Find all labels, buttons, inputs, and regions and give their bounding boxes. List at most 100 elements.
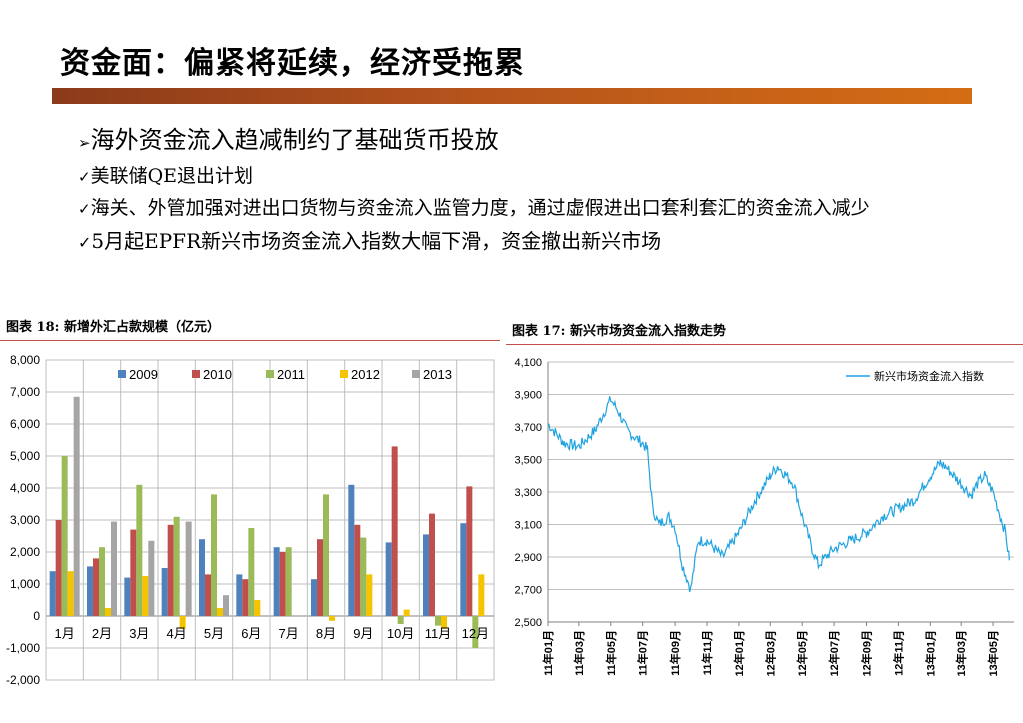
bullet-text: 海关、外管加强对进出口货物与资金流入监管力度，通过虚假进出口套利套汇的资金流入减… [90,197,870,219]
bar [317,539,323,616]
arrow-bullet-icon: ➢ [78,134,91,152]
bar [136,484,143,616]
bar [397,616,404,624]
bar [73,396,80,616]
series-line [547,396,1010,593]
y-tick-label: 8,000 [10,353,40,367]
bar [49,571,56,616]
bar [199,539,205,616]
legend-label: 2011 [277,367,305,382]
bar [217,608,223,616]
y-tick-label: -2,000 [6,673,40,687]
bar [435,616,441,626]
legend-swatch [340,370,348,378]
x-tick-label: 13年05月 [986,630,1000,676]
x-category-label: 6月 [241,626,261,641]
legend-label: 2009 [129,367,158,382]
legend-label: 新兴市场资金流入指数 [874,369,984,383]
bullet-item-1: ➢海外资金流入趋减制约了基础货币投放 [78,122,978,161]
em-fund-flow-line-chart: 2,500 2,700 2,900 3,100 3,300 3,500 3,700 3,900… [514,357,1014,676]
x-tick-label: 12年07月 [827,630,841,676]
x-tick-label: 11年11月 [700,630,714,675]
right-chart-caption: 图表 17: 新兴市场资金流入指数走势 [512,324,726,339]
x-category-label: 1月 [55,626,75,641]
bar [55,520,62,616]
legend-swatch [412,370,420,378]
bar [360,537,367,616]
bar [472,616,479,648]
bar [254,600,261,616]
y-tick-label: 3,500 [514,455,542,467]
check-bullet-icon: ✓ [78,200,91,218]
x-tick-label: 11年01月 [541,630,555,676]
x-tick-label: 12年09月 [860,630,874,676]
y-tick-label: 3,700 [514,422,542,434]
x-tick-label: 12年01月 [732,630,746,676]
bullet-item-3: ✓海关、外管加强对进出口货物与资金流入监管力度，通过虚假进出口套利套汇的资金流入… [78,193,958,225]
left-caption-underline [0,340,500,341]
bar [223,595,229,616]
bar [348,484,355,616]
bullet-list: ➢海外资金流入趋减制约了基础货币投放 ✓美联储QE退出计划 ✓海关、外管加强对进… [78,122,978,259]
bar [385,542,392,616]
y-tick-label: 6,000 [10,417,40,431]
bar [179,616,186,629]
x-tick-label: 11年03月 [572,630,586,676]
y-tick-label: -1,000 [6,641,40,655]
bar [185,521,192,616]
y-tick-label: 2,900 [514,552,542,564]
x-tick-label: 12年11月 [891,630,905,676]
bar [441,616,447,629]
bar [105,608,111,616]
bar [311,579,317,616]
x-category-label: 10月 [387,626,414,641]
bar [124,577,131,616]
y-tick-label: 3,100 [514,520,542,532]
bar [354,524,361,616]
y-tick-label: 0 [33,609,40,623]
bullet-item-4: ✓5月起EPFR新兴市场资金流入指数大幅下滑，资金撤出新兴市场 [78,225,978,259]
bar [161,568,168,616]
x-tick-label: 13年01月 [923,630,937,676]
bar [466,486,473,616]
y-tick-label: 1,000 [10,577,40,591]
x-tick-label: 13年03月 [954,630,968,676]
bar [111,521,117,616]
bar [273,547,280,616]
right-caption-underline [506,344,1023,345]
bar [99,547,105,616]
bar [366,574,373,616]
bullet-item-2: ✓美联储QE退出计划 [78,161,978,193]
bar [148,540,155,616]
bar [242,579,249,616]
bar [285,547,292,616]
bar [391,446,398,616]
bar [173,516,180,616]
left-chart-caption: 图表 18: 新增外汇占款规模（亿元） [6,320,220,335]
bar [248,528,255,616]
x-tick-label: 11年07月 [636,630,650,676]
bullet-text: 5月起EPFR新兴市场资金流入指数大幅下滑，资金撤出新兴市场 [91,229,662,253]
y-tick-label: 3,900 [514,390,542,402]
check-bullet-icon: ✓ [78,168,91,186]
x-category-label: 2月 [92,626,112,641]
y-tick-label: 4,100 [514,357,542,369]
bar [323,494,329,616]
bar [211,494,217,616]
y-tick-label: 5,000 [10,449,40,463]
y-tick-label: 4,000 [10,481,40,495]
y-tick-label: 3,000 [10,513,40,527]
y-tick-label: 2,000 [10,545,40,559]
x-tick-label: 11年05月 [604,630,618,676]
bullet-text: 海外资金流入趋减制约了基础货币投放 [90,126,499,154]
x-category-label: 9月 [353,626,373,641]
legend-swatch [118,370,126,378]
bar [279,552,286,616]
bar [236,574,243,616]
check-bullet-icon: ✓ [78,233,92,252]
legend-swatch [266,370,274,378]
legend-label: 2012 [351,367,380,382]
bar [205,574,211,616]
bar [403,609,410,616]
x-tick-label: 12年03月 [763,630,777,676]
